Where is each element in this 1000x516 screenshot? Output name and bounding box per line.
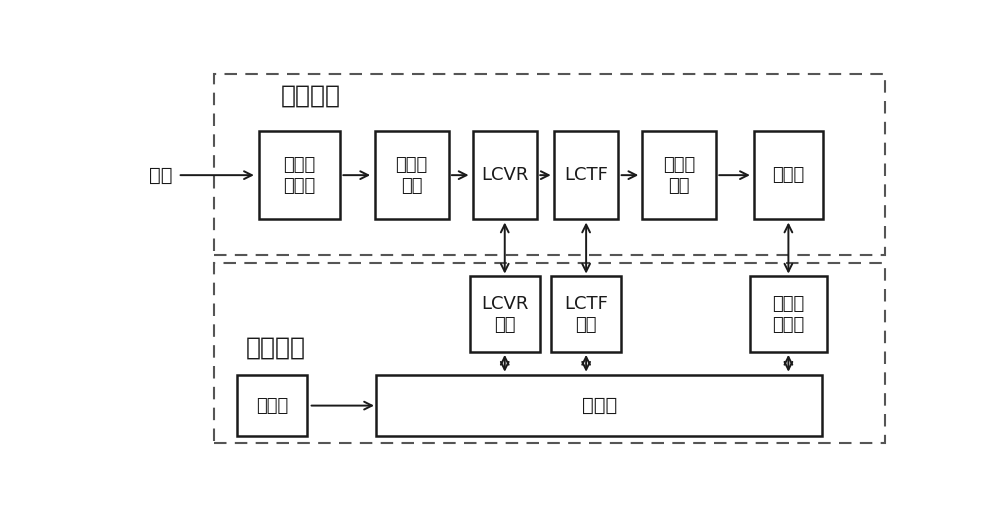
Bar [750,277,827,352]
Bar [642,132,716,219]
Text: 中继镜
后组: 中继镜 后组 [663,156,695,195]
Bar [551,277,621,352]
Text: 目标: 目标 [149,166,172,185]
Text: LCVR: LCVR [481,166,528,184]
Bar [237,375,307,437]
Text: 光机系统: 光机系统 [281,84,341,108]
Text: 显示器: 显示器 [256,397,288,414]
Bar [214,263,885,443]
Bar [473,132,537,219]
Text: 图像采
集控制: 图像采 集控制 [772,295,805,334]
Text: 计算机: 计算机 [582,396,617,415]
Text: LCTF: LCTF [564,166,608,184]
Bar [259,132,340,219]
Text: LCTF
控制: LCTF 控制 [564,295,608,334]
Text: 探测器: 探测器 [772,166,805,184]
Bar [754,132,823,219]
Bar [375,132,449,219]
Bar [470,277,540,352]
Text: 控制系统: 控制系统 [246,336,306,360]
Text: 中继镜
前组: 中继镜 前组 [396,156,428,195]
Bar [214,74,885,254]
Text: LCVR
控制: LCVR 控制 [481,295,528,334]
Bar [376,375,822,437]
Bar [554,132,618,219]
Text: 前置成
像系统: 前置成 像系统 [283,156,316,195]
